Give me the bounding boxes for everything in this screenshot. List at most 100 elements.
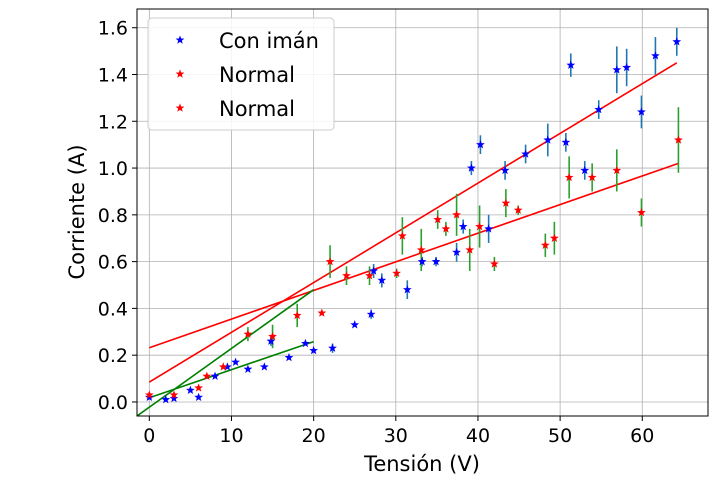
legend-label-normal-1: Normal (219, 63, 295, 87)
y-tick-label: 0.8 (98, 205, 128, 227)
data-point-star-icon (169, 390, 179, 399)
data-point-star-icon (309, 345, 319, 355)
fit-line (149, 162, 679, 349)
data-point-star-icon (637, 207, 646, 217)
data-point-star-icon (377, 275, 387, 285)
legend-star-icon (175, 35, 185, 44)
plot-frame (136, 8, 709, 417)
data-point-star-icon (622, 62, 632, 72)
data-point-star-icon (637, 107, 646, 116)
data-point-star-icon (365, 271, 374, 280)
data-point-star-icon (441, 224, 451, 233)
data-point-star-icon (513, 205, 523, 214)
data-point-star-icon (417, 257, 427, 266)
data-point-star-icon (490, 259, 499, 268)
data-point-star-icon (243, 329, 253, 338)
data-point-star-icon (231, 357, 240, 366)
data-point-star-icon (144, 390, 154, 399)
legend-star-icon (175, 103, 185, 112)
x-tick-label: 10 (219, 425, 243, 447)
data-point-star-icon (580, 165, 590, 175)
data-point-star-icon (476, 140, 485, 149)
data-point-star-icon (266, 336, 276, 345)
data-point-star-icon (484, 224, 494, 233)
data-point-star-icon (540, 240, 550, 249)
data-point-star-icon (301, 338, 310, 348)
data-point-star-icon (452, 247, 461, 256)
data-point-star-icon (651, 51, 660, 60)
data-point-star-icon (587, 172, 597, 182)
data-point-star-icon (369, 266, 378, 275)
data-point-star-icon (416, 245, 426, 254)
x-axis-label: Tensión (V) (363, 452, 480, 476)
data-point-star-icon (325, 257, 335, 266)
data-point-star-icon (612, 65, 622, 74)
data-point-star-icon (169, 393, 179, 403)
data-point-star-icon (223, 362, 232, 371)
fit-line (149, 340, 314, 399)
legend-label-con-iman: Con imán (219, 29, 319, 53)
data-point-star-icon (268, 331, 277, 341)
legend-markers (175, 35, 185, 112)
y-tick-label: 1.6 (98, 18, 128, 40)
data-point-star-icon (612, 165, 622, 175)
x-axis-ticks: 0 10 20 30 40 50 60 (143, 416, 654, 447)
data-point-star-icon (452, 210, 461, 219)
data-point-star-icon (194, 392, 203, 402)
data-point-star-icon (402, 285, 412, 294)
data-point-star-icon (566, 60, 576, 69)
data-point-star-icon (674, 135, 683, 144)
data-point-star-icon (475, 221, 484, 231)
x-tick-label: 20 (302, 425, 326, 447)
data-point-star-icon (292, 310, 302, 320)
data-point-star-icon (317, 308, 327, 317)
data-point-star-icon (350, 320, 360, 329)
data-point-star-icon (500, 165, 510, 175)
data-point-star-icon (501, 198, 511, 207)
data-point-star-icon (398, 231, 407, 240)
data-point-star-icon (431, 257, 441, 266)
fit-line (137, 289, 315, 416)
data-point-star-icon (521, 149, 530, 158)
y-tick-label: 1.2 (98, 111, 128, 133)
data-point-star-icon (672, 37, 682, 46)
data-point-star-icon (186, 385, 195, 394)
data-point-star-icon (465, 245, 475, 254)
x-tick-label: 40 (466, 425, 490, 447)
data-point-star-icon (458, 221, 468, 231)
data-point-star-icon (549, 233, 559, 242)
data-point-star-icon (433, 214, 443, 224)
data-point-star-icon (392, 268, 401, 278)
data-point-star-icon (259, 362, 269, 371)
data-point-star-icon (210, 371, 220, 380)
fit-line (148, 62, 678, 383)
data-point-star-icon (594, 104, 604, 114)
x-tick-label: 50 (548, 425, 572, 447)
y-tick-label: 0.6 (98, 252, 128, 274)
data-point-star-icon (543, 135, 553, 144)
y-tick-label: 0.2 (98, 345, 128, 367)
legend-box (147, 17, 335, 131)
data-point-star-icon (202, 371, 212, 380)
y-tick-label: 0.4 (98, 298, 128, 320)
y-axis-label: Corriente (A) (65, 144, 89, 279)
data-points (144, 37, 683, 404)
data-point-star-icon (218, 362, 228, 371)
fit-lines (137, 62, 679, 416)
data-point-star-icon (561, 137, 571, 147)
y-axis-ticks: 0.0 0.2 0.4 0.6 0.8 1.0 1.2 1.4 1.6 (98, 18, 137, 414)
data-point-star-icon (243, 364, 253, 373)
data-point-star-icon (366, 309, 376, 318)
data-point-star-icon (342, 271, 351, 280)
x-tick-label: 30 (384, 425, 408, 447)
data-point-star-icon (467, 163, 476, 172)
x-tick-label: 60 (630, 425, 654, 447)
legend-star-icon (175, 69, 185, 78)
data-point-star-icon (161, 395, 171, 404)
x-tick-label: 0 (143, 425, 155, 447)
data-point-star-icon (194, 383, 203, 392)
y-tick-label: 1.4 (98, 64, 128, 86)
data-point-star-icon (564, 172, 574, 182)
